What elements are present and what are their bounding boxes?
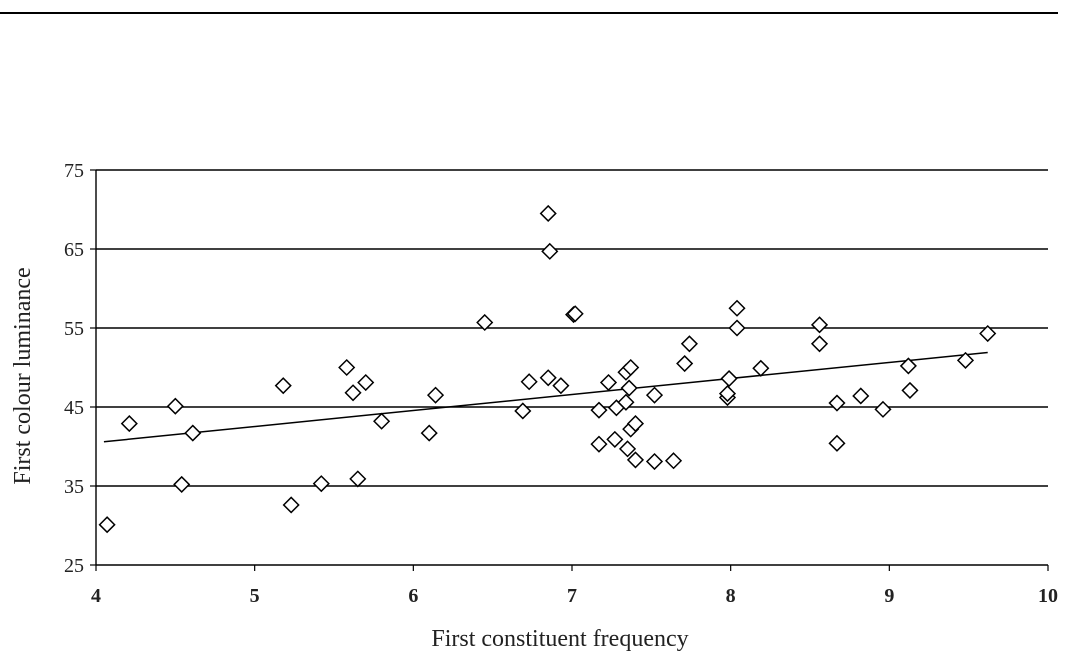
data-point <box>626 415 645 433</box>
data-points <box>98 204 997 534</box>
x-tick-label: 6 <box>408 585 418 607</box>
data-point <box>956 351 975 369</box>
data-point <box>120 415 138 433</box>
x-tick-label: 9 <box>884 585 894 607</box>
data-point <box>874 400 892 418</box>
data-point <box>552 377 570 395</box>
data-point <box>720 369 738 388</box>
data-point <box>752 359 770 377</box>
data-point <box>166 397 184 415</box>
y-tick-label: 25 <box>64 555 84 577</box>
data-point <box>979 324 997 343</box>
data-point <box>728 319 746 337</box>
data-point <box>680 335 698 353</box>
data-point <box>349 470 367 488</box>
data-point <box>344 384 362 402</box>
y-tick-label: 55 <box>64 318 84 340</box>
data-point <box>626 451 645 469</box>
data-point <box>852 387 870 405</box>
y-tick-label: 35 <box>64 476 84 498</box>
gridlines <box>96 169 1048 487</box>
data-point <box>514 402 532 420</box>
y-axis-label: First colour luminance <box>10 267 36 484</box>
data-point <box>645 452 664 471</box>
x-axis-label: First constituent frequency <box>431 626 688 652</box>
data-point <box>476 313 494 332</box>
x-tick-label: 4 <box>91 585 101 607</box>
data-point <box>617 393 635 411</box>
data-point <box>645 386 664 404</box>
data-point <box>373 412 391 430</box>
x-tick-label: 5 <box>250 585 260 607</box>
data-point <box>539 204 557 223</box>
data-point <box>184 424 202 442</box>
data-point <box>426 386 445 404</box>
x-tick-labels: 4 5 6 7 8 9 10 <box>91 585 1058 607</box>
data-point <box>357 373 375 392</box>
data-point <box>622 358 640 377</box>
data-point <box>899 357 917 375</box>
data-point <box>901 381 919 399</box>
data-point <box>420 424 438 442</box>
data-point <box>541 242 559 260</box>
data-point <box>338 358 356 377</box>
data-point <box>282 496 300 514</box>
data-point <box>718 385 737 403</box>
data-point <box>98 516 116 534</box>
y-tick-label: 75 <box>64 160 84 182</box>
data-point <box>590 401 608 419</box>
data-point <box>539 369 557 387</box>
x-tick-label: 7 <box>567 585 577 607</box>
y-tick-labels: 25 35 45 55 65 75 <box>64 160 84 577</box>
data-point <box>618 440 637 458</box>
data-point <box>312 475 330 493</box>
data-point <box>810 316 829 334</box>
y-tick-label: 45 <box>64 397 84 419</box>
data-point <box>828 434 846 452</box>
data-point <box>620 379 638 397</box>
x-tick-label: 10 <box>1038 585 1058 607</box>
data-point <box>566 305 584 323</box>
data-point <box>676 354 694 373</box>
data-point <box>520 373 538 391</box>
data-point <box>599 373 618 392</box>
data-point <box>664 452 683 470</box>
data-point <box>173 475 191 493</box>
data-point <box>828 394 846 412</box>
data-point <box>274 377 292 395</box>
data-point <box>590 435 608 453</box>
axes <box>90 169 1049 571</box>
trendline <box>103 351 988 443</box>
data-point <box>728 299 746 317</box>
y-tick-label: 65 <box>64 239 84 261</box>
x-tick-label: 8 <box>726 585 736 607</box>
trendline-layer <box>103 351 988 443</box>
data-point <box>810 335 829 353</box>
data-point <box>606 430 624 448</box>
